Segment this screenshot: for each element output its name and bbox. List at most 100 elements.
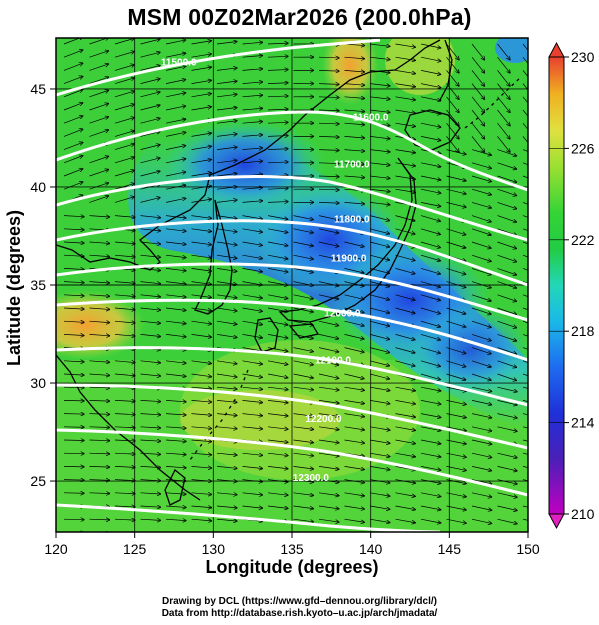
wind-arrow	[140, 255, 161, 257]
wind-arrow	[522, 228, 528, 231]
wind-arrow	[165, 519, 186, 520]
contour-12400	[56, 503, 441, 532]
wind-arrow	[89, 400, 110, 401]
contour-label: 12100.0	[315, 355, 352, 366]
wind-arrow	[216, 42, 237, 45]
wind-arrow	[216, 427, 237, 429]
wind-arrow	[318, 452, 339, 456]
wind-arrow	[63, 282, 84, 283]
wind-arrow	[140, 216, 161, 218]
wind-arrow	[369, 215, 389, 221]
wind-arrow	[497, 334, 517, 340]
wind-arrow	[293, 347, 314, 352]
wind-arrow	[471, 254, 491, 261]
contour-label: 11600.0	[353, 112, 389, 123]
contour-label: 11700.0	[334, 159, 370, 170]
wind-arrow	[191, 41, 212, 45]
wind-arrow	[522, 96, 528, 104]
wind-arrow	[165, 106, 186, 111]
wind-arrow	[216, 453, 237, 455]
wind-arrow	[293, 505, 314, 509]
wind-arrow	[497, 281, 517, 288]
y-axis: 25 30 35 40 45	[30, 81, 56, 489]
wind-arrow	[140, 92, 160, 98]
wind-arrow	[89, 255, 110, 256]
wind-arrow	[369, 268, 389, 273]
wind-arrow	[191, 506, 212, 508]
wind-arrow	[344, 150, 365, 152]
wind-arrow	[216, 480, 237, 482]
wind-arrow	[522, 43, 528, 51]
wind-arrow	[369, 83, 390, 86]
wind-arrow	[420, 281, 440, 288]
wind-arrow	[471, 413, 492, 418]
wind-arrow	[267, 83, 288, 84]
wind-arrow	[344, 136, 365, 138]
wind-arrow	[63, 156, 83, 164]
ryukyu-islands	[189, 369, 249, 461]
wind-arrow	[497, 215, 517, 222]
wind-arrow	[114, 216, 135, 218]
wind-arrow	[63, 63, 83, 71]
wind-arrow	[114, 170, 134, 177]
wind-arrow	[395, 162, 416, 166]
wind-arrow	[294, 532, 314, 535]
wind-arrow	[318, 97, 339, 98]
wind-arrow	[216, 493, 237, 495]
wind-arrow	[165, 320, 186, 323]
wind-arrow	[344, 57, 365, 59]
wind-arrow	[344, 281, 364, 287]
y-tick-label: 40	[30, 179, 46, 195]
y-tick-label: 45	[30, 81, 46, 97]
x-tick-label: 140	[359, 541, 383, 557]
wind-arrow	[293, 228, 314, 233]
wind-arrow	[369, 426, 390, 430]
wind-arrow	[140, 198, 160, 203]
wind-arrow	[267, 413, 288, 416]
wind-arrow	[267, 373, 288, 378]
wind-arrow	[318, 254, 339, 259]
wind-arrow	[522, 373, 528, 377]
wind-arrow	[114, 480, 135, 481]
wind-arrow	[191, 173, 212, 177]
wind-arrow	[89, 51, 109, 58]
wind-arrow	[420, 215, 440, 222]
wind-arrow	[318, 202, 339, 203]
x-axis-title: Longitude (degrees)	[205, 557, 378, 577]
wind-arrow	[267, 268, 288, 272]
wind-arrow	[395, 307, 415, 313]
wind-arrow	[369, 109, 390, 112]
wind-arrow	[318, 400, 339, 403]
wind-arrow	[216, 360, 237, 364]
wind-arrow	[242, 505, 263, 508]
wind-arrow	[318, 466, 339, 469]
wind-arrow	[293, 320, 314, 325]
wind-arrow	[191, 360, 212, 364]
wind-arrow	[318, 150, 339, 151]
wind-arrow	[242, 320, 263, 324]
wind-arrow	[369, 149, 390, 152]
wind-arrow	[216, 281, 237, 285]
wind-arrow	[114, 295, 135, 297]
wind-arrow	[523, 532, 542, 537]
wind-arrow	[267, 56, 288, 57]
wind-arrow	[471, 505, 492, 510]
wind-arrow	[395, 347, 415, 353]
wind-arrow	[191, 466, 212, 468]
wind-arrow	[216, 254, 237, 258]
wind-arrow	[89, 480, 110, 481]
wind-arrow	[267, 307, 288, 312]
wind-arrow	[395, 109, 416, 113]
wind-arrow	[522, 162, 528, 166]
wind-arrow	[140, 268, 161, 270]
wind-arrow	[522, 386, 528, 389]
wind-arrow	[471, 360, 491, 367]
contour-11800	[56, 219, 528, 287]
wind-arrow	[369, 307, 389, 313]
wind-arrow	[293, 268, 314, 272]
wind-arrow	[420, 109, 441, 114]
wind-arrow	[216, 307, 237, 311]
wind-arrow	[471, 162, 491, 169]
wind-arrow	[63, 321, 84, 322]
wind-arrow	[497, 320, 517, 327]
